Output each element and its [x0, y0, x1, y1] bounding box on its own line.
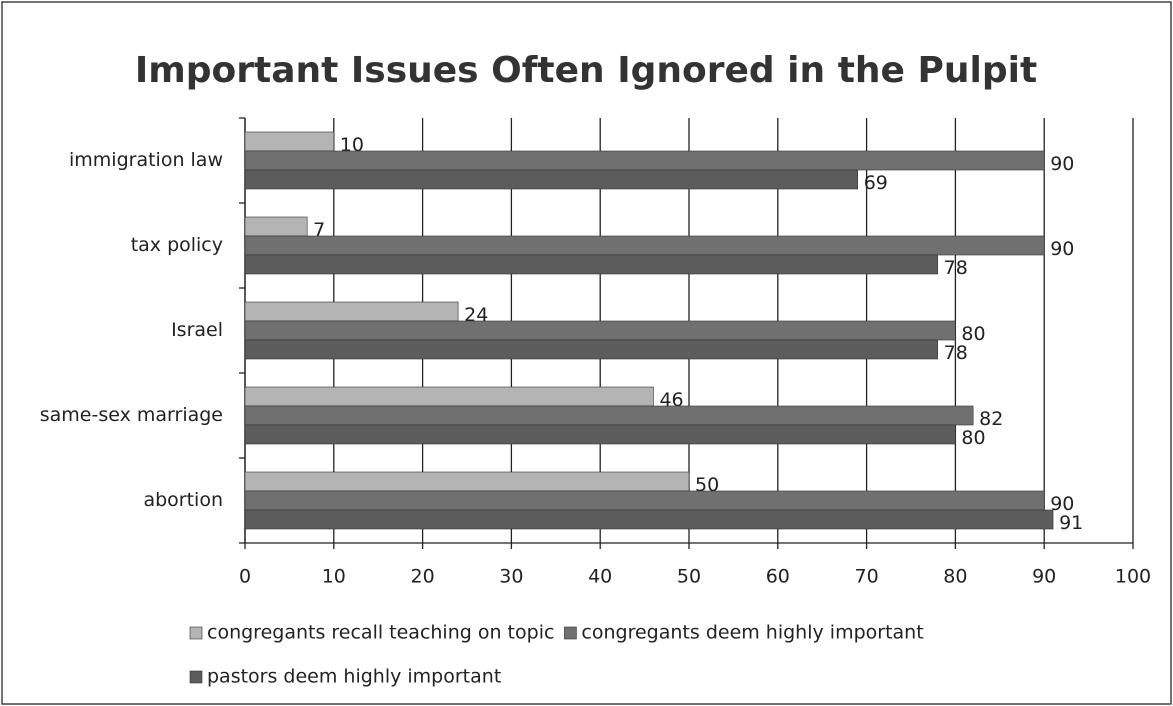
- bar: [244, 405, 974, 426]
- bar: [244, 169, 859, 190]
- legend-swatch: [189, 670, 203, 684]
- bar: [244, 131, 335, 152]
- x-tick-label: 50: [677, 566, 701, 588]
- data-label: 82: [979, 408, 1003, 430]
- x-tick-label: 60: [766, 566, 790, 588]
- legend-swatch: [564, 626, 577, 640]
- bar: [244, 509, 1054, 530]
- y-tick-label: abortion: [143, 489, 223, 511]
- chart-title: Important Issues Often Ignored in the Pu…: [135, 50, 1037, 91]
- bar: [244, 150, 1045, 171]
- y-tick-label: Israel: [171, 319, 223, 341]
- data-label: 10: [340, 134, 364, 156]
- legend-swatch: [189, 626, 203, 640]
- data-label: 90: [1050, 153, 1074, 175]
- legend-label: pastors deem highly important: [207, 666, 501, 688]
- x-tick-label: 90: [1032, 566, 1056, 588]
- x-tick-label: 10: [322, 566, 346, 588]
- data-label: 90: [1050, 493, 1074, 515]
- data-label: 46: [659, 389, 683, 411]
- x-tick-label: 80: [943, 566, 967, 588]
- x-tick-label: 40: [588, 566, 612, 588]
- data-label: 69: [864, 172, 888, 194]
- data-label: 90: [1050, 238, 1074, 260]
- legend-label: congregants recall teaching on topic: [207, 622, 554, 644]
- bar: [244, 320, 956, 341]
- x-tick-label: 30: [499, 566, 523, 588]
- x-tick-label: 70: [855, 566, 879, 588]
- data-label: 7: [313, 219, 325, 241]
- x-tick-label: 20: [411, 566, 435, 588]
- data-label: 80: [961, 427, 985, 449]
- x-tick-label: 100: [1115, 566, 1151, 588]
- y-tick-label: same-sex marriage: [40, 404, 223, 426]
- bar: [244, 339, 938, 360]
- bar: [244, 386, 654, 407]
- data-label: 80: [961, 323, 985, 345]
- y-tick-label: tax policy: [131, 234, 223, 256]
- y-tick-label: immigration law: [69, 149, 223, 171]
- data-label: 78: [944, 342, 968, 364]
- bar: [244, 254, 938, 275]
- data-label: 91: [1059, 512, 1083, 534]
- legend-label: congregants deem highly important: [581, 622, 923, 644]
- bar: [244, 471, 690, 492]
- data-label: 78: [944, 257, 968, 279]
- bar: [244, 424, 956, 445]
- bar: [244, 216, 308, 237]
- bar: [244, 235, 1045, 256]
- data-label: 24: [464, 304, 488, 326]
- x-tick-label: 0: [239, 566, 251, 588]
- data-label: 50: [695, 474, 719, 496]
- bar: [244, 490, 1045, 511]
- bar: [244, 301, 459, 322]
